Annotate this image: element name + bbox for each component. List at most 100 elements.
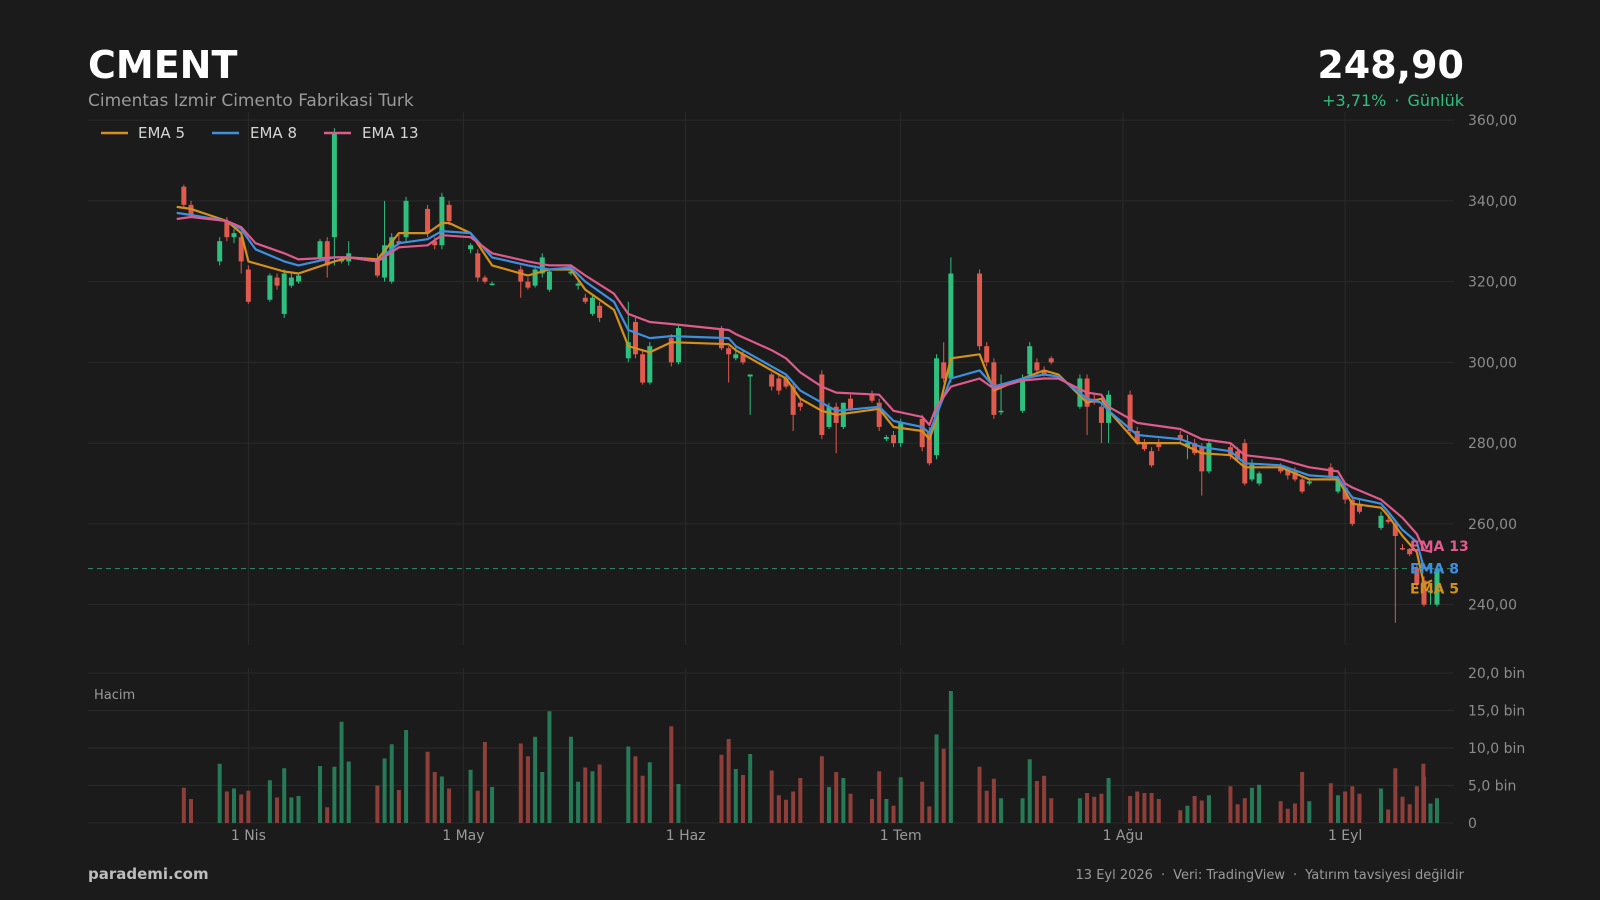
volume-bar: [948, 691, 953, 823]
volume-bar: [318, 766, 323, 823]
volume-bar: [1378, 788, 1383, 823]
period-label: Günlük: [1407, 91, 1464, 110]
volume-bar: [389, 744, 394, 823]
volume-bar: [232, 788, 237, 823]
price-tick-label: 360,00: [1468, 113, 1517, 129]
volume-bar: [1156, 799, 1161, 823]
candle-body: [231, 233, 237, 238]
volume-bar: [834, 772, 839, 823]
volume-bar: [267, 780, 272, 823]
candle-body: [217, 241, 223, 262]
volume-bar: [1199, 800, 1204, 823]
brand-link[interactable]: parademi.com: [88, 865, 209, 883]
candle-body: [1192, 443, 1198, 454]
candle-body: [1392, 523, 1398, 536]
volume-bar: [927, 806, 932, 823]
volume-bar: [475, 790, 480, 823]
volume-tick-label: 20,0 bin: [1468, 666, 1525, 682]
ema-end-label: EMA 5: [1410, 581, 1459, 597]
volume-bar: [1020, 798, 1025, 823]
candle-body: [647, 346, 653, 383]
volume-bar: [533, 736, 538, 823]
volume-bar: [1400, 796, 1405, 823]
volume-bar: [841, 778, 846, 823]
volume-bar: [1235, 804, 1240, 823]
volume-bar: [275, 797, 280, 823]
volume-bar: [590, 771, 595, 823]
candle-body: [288, 277, 294, 286]
candle-body: [1328, 467, 1334, 478]
volume-bar: [626, 746, 631, 823]
candle-body: [1399, 548, 1405, 550]
price-axis-labels: 240,00 260,00 280,00 300,00 320,00 340,00 360,…: [1468, 113, 1517, 614]
change-percent: +3,71%: [1322, 91, 1386, 110]
volume-bar: [776, 795, 781, 823]
volume-bar: [769, 770, 774, 823]
volume-bar: [482, 742, 487, 823]
candle-body: [582, 297, 588, 302]
candle-body: [977, 273, 983, 347]
volume-bar: [1099, 793, 1104, 823]
candle-body: [783, 378, 789, 387]
candle-body: [1335, 479, 1341, 492]
change-separator: ·: [1394, 91, 1399, 110]
footer-separator-1: ·: [1161, 868, 1165, 883]
volume-bar: [425, 751, 430, 823]
volume-bar: [633, 756, 638, 823]
volume-bar: [1414, 786, 1419, 823]
volume-bar: [346, 761, 351, 823]
candle-body: [819, 374, 825, 436]
footer-info: 13 Eyl 2026 · Veri: TradingView · Yatırım ta…: [1076, 868, 1465, 883]
volume-bar: [1106, 778, 1111, 823]
candle-body: [1434, 568, 1440, 605]
candle-body: [432, 241, 438, 246]
volume-bar: [1135, 791, 1140, 823]
volume-bar: [332, 766, 337, 823]
candle-body: [625, 342, 631, 359]
volume-bar: [941, 748, 946, 823]
candle-body: [1306, 481, 1312, 484]
volume-bar: [1407, 804, 1412, 823]
candle-body: [1414, 568, 1420, 585]
volume-bar: [1292, 803, 1297, 823]
date-tick-label: 1 Ağu: [1103, 828, 1144, 844]
volume-bar: [726, 739, 731, 823]
candle-body: [1256, 473, 1262, 484]
volume-bar: [1242, 798, 1247, 823]
candle-body: [296, 275, 302, 282]
candle-body: [733, 354, 739, 359]
candle-body: [1020, 378, 1026, 411]
candle-body: [740, 354, 746, 363]
volume-label: Hacim: [94, 688, 135, 703]
volume-bar: [748, 754, 753, 823]
volume-bar: [877, 771, 882, 823]
volume-bar: [647, 762, 652, 823]
last-price: 248,90: [1317, 43, 1464, 87]
candle-body: [883, 437, 889, 440]
volume-tick-label: 10,0 bin: [1468, 741, 1525, 757]
volume-bar: [1085, 793, 1090, 823]
volume-bar: [977, 766, 982, 823]
volume-bar: [1206, 795, 1211, 823]
ema-end-label: EMA 8: [1410, 561, 1459, 577]
volume-bar: [1249, 787, 1254, 823]
candle-body: [1041, 370, 1047, 375]
volume-axis-labels: 0 5,0 bin 10,0 bin 15,0 bin 20,0 bin: [1468, 666, 1525, 832]
ema-line: [176, 211, 1432, 570]
volume-bar: [1128, 796, 1133, 823]
candle-body: [439, 196, 445, 246]
volume-bar: [296, 796, 301, 823]
volume-bar: [999, 798, 1004, 823]
candle-body: [267, 275, 273, 300]
volume-bar: [819, 756, 824, 823]
volume-bar: [490, 787, 495, 823]
volume-bar: [583, 767, 588, 823]
grid-lines: [88, 112, 1454, 645]
candle-body: [941, 362, 947, 379]
price-tick-label: 240,00: [1468, 598, 1517, 614]
volume-bar: [1386, 809, 1391, 823]
date-axis-labels: 1 Nis 1 May 1 Haz 1 Tem 1 Ağu 1 Eyl: [231, 828, 1362, 844]
candle-body: [331, 132, 337, 238]
volume-tick-label: 5,0 bin: [1468, 779, 1516, 795]
volume-bars: [181, 691, 1439, 823]
